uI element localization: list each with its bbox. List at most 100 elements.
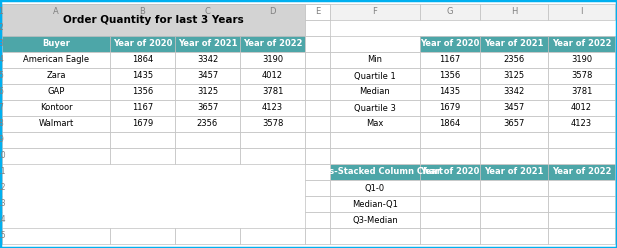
Text: D: D <box>269 7 276 17</box>
Bar <box>548 196 615 212</box>
Text: 6: 6 <box>0 88 4 96</box>
Bar <box>305 132 330 148</box>
Bar <box>305 100 330 116</box>
Bar <box>480 228 548 244</box>
Bar <box>480 132 548 148</box>
Bar <box>175 132 240 148</box>
Bar <box>548 228 615 244</box>
Bar <box>2 84 110 100</box>
Bar <box>175 148 240 164</box>
Bar <box>548 100 615 116</box>
Bar <box>0 116 2 132</box>
Text: F: F <box>373 7 378 17</box>
Text: 1679: 1679 <box>132 120 153 128</box>
Bar <box>2 116 110 132</box>
Text: 3342: 3342 <box>197 56 218 64</box>
Bar <box>0 196 2 212</box>
Text: Q3-Median: Q3-Median <box>352 216 398 224</box>
Bar <box>305 36 330 52</box>
Bar <box>305 52 330 68</box>
Bar <box>330 164 420 180</box>
Text: 11: 11 <box>0 167 6 177</box>
Bar <box>110 132 175 148</box>
Bar <box>330 36 420 52</box>
Bar <box>2 68 110 84</box>
Bar <box>110 148 175 164</box>
Text: Year of 2021: Year of 2021 <box>484 39 544 49</box>
Bar <box>480 148 548 164</box>
Text: Year of 2020: Year of 2020 <box>420 39 479 49</box>
Text: 1167: 1167 <box>439 56 461 64</box>
Bar <box>548 116 615 132</box>
Bar <box>548 4 615 20</box>
Bar <box>0 4 2 20</box>
Bar <box>330 212 420 228</box>
Bar <box>0 36 2 52</box>
Bar <box>480 164 548 180</box>
Text: Q1-0: Q1-0 <box>365 184 385 192</box>
Text: 3125: 3125 <box>503 71 524 81</box>
Bar <box>420 132 480 148</box>
Text: I: I <box>580 7 582 17</box>
Text: 3657: 3657 <box>503 120 524 128</box>
Text: Median: Median <box>360 88 391 96</box>
Text: 2356: 2356 <box>197 120 218 128</box>
Bar <box>240 228 305 244</box>
Bar <box>480 212 548 228</box>
Bar <box>305 180 330 196</box>
Text: Median-Q1: Median-Q1 <box>352 199 398 209</box>
Bar <box>420 116 480 132</box>
Text: Year of 2020: Year of 2020 <box>113 39 172 49</box>
Bar <box>305 20 330 36</box>
Bar <box>548 132 615 148</box>
Text: 10: 10 <box>0 152 6 160</box>
Text: 3657: 3657 <box>197 103 218 113</box>
Text: Year of 2020: Year of 2020 <box>420 167 479 177</box>
Text: 4123: 4123 <box>262 103 283 113</box>
Bar <box>2 148 110 164</box>
Bar <box>305 4 330 20</box>
Text: 4012: 4012 <box>571 103 592 113</box>
Bar <box>480 100 548 116</box>
Text: 3: 3 <box>0 39 4 49</box>
Bar <box>175 228 240 244</box>
Text: 8: 8 <box>0 120 3 128</box>
Text: 5: 5 <box>0 71 4 81</box>
Bar <box>0 228 2 244</box>
Bar <box>480 196 548 212</box>
Bar <box>548 84 615 100</box>
Text: Max: Max <box>366 120 384 128</box>
Text: 4: 4 <box>0 56 4 64</box>
Bar <box>2 4 110 20</box>
Text: Year of 2022: Year of 2022 <box>552 167 611 177</box>
Text: 3457: 3457 <box>197 71 218 81</box>
Text: 3190: 3190 <box>262 56 283 64</box>
Bar <box>548 180 615 196</box>
Bar <box>305 116 330 132</box>
Text: 2356: 2356 <box>503 56 524 64</box>
Bar <box>240 116 305 132</box>
Bar <box>420 164 480 180</box>
Bar <box>305 196 330 212</box>
Bar <box>2 100 110 116</box>
Bar <box>330 52 420 68</box>
Bar <box>330 196 420 212</box>
Bar <box>420 100 480 116</box>
Bar <box>548 52 615 68</box>
Bar <box>175 84 240 100</box>
Bar <box>0 20 2 36</box>
Bar <box>480 68 548 84</box>
Bar <box>2 228 110 244</box>
Text: 3578: 3578 <box>571 71 592 81</box>
Text: 1435: 1435 <box>439 88 460 96</box>
Text: 4012: 4012 <box>262 71 283 81</box>
Bar <box>2 36 110 52</box>
Bar <box>110 52 175 68</box>
Bar <box>110 228 175 244</box>
Bar <box>110 36 175 52</box>
Text: GAP: GAP <box>48 88 65 96</box>
Bar <box>175 68 240 84</box>
Text: American Eagle: American Eagle <box>23 56 89 64</box>
Bar <box>0 180 2 196</box>
Bar <box>480 116 548 132</box>
